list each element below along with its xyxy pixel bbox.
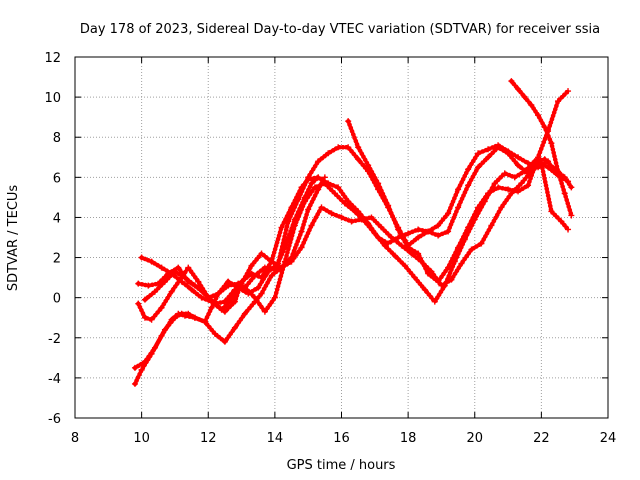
x-tick-label: 8 bbox=[71, 431, 79, 446]
y-tick-label: 8 bbox=[53, 131, 61, 146]
y-axis-label: SDTVAR / TECUs bbox=[6, 185, 21, 292]
grid-lines bbox=[75, 57, 608, 418]
y-tick-label: -4 bbox=[48, 372, 61, 387]
axis-ticks: 8 10 12 14 16 18 20 22 24-6-4-2024681012 bbox=[44, 51, 616, 446]
y-tick-label: 6 bbox=[53, 171, 61, 186]
y-tick-label: 2 bbox=[53, 252, 61, 267]
x-tick-label: 24 bbox=[600, 431, 617, 446]
series-track-6 bbox=[145, 159, 571, 311]
data-series bbox=[132, 78, 574, 387]
x-tick-label: 22 bbox=[533, 431, 550, 446]
y-tick-label: 4 bbox=[53, 211, 61, 226]
x-tick-label: 16 bbox=[333, 431, 350, 446]
y-tick-label: -6 bbox=[48, 412, 61, 427]
y-tick-label: -2 bbox=[48, 332, 61, 347]
x-tick-label: 12 bbox=[200, 431, 217, 446]
x-tick-label: 18 bbox=[400, 431, 417, 446]
x-tick-label: 10 bbox=[133, 431, 150, 446]
x-tick-label: 20 bbox=[466, 431, 483, 446]
series-markers-track-6 bbox=[145, 159, 571, 311]
x-axis-label: GPS time / hours bbox=[287, 458, 396, 473]
series-track-4 bbox=[138, 145, 548, 298]
y-tick-label: 10 bbox=[44, 91, 61, 106]
series-markers-track-5 bbox=[142, 163, 568, 309]
sdtvar-chart: Day 178 of 2023, Sidereal Day-to-day VTE… bbox=[0, 0, 640, 480]
x-tick-label: 14 bbox=[267, 431, 284, 446]
series-track-5 bbox=[142, 163, 568, 309]
series-markers-track-4 bbox=[138, 145, 548, 298]
y-tick-label: 0 bbox=[53, 292, 61, 307]
y-tick-label: 12 bbox=[44, 51, 61, 66]
chart-title: Day 178 of 2023, Sidereal Day-to-day VTE… bbox=[80, 22, 600, 37]
